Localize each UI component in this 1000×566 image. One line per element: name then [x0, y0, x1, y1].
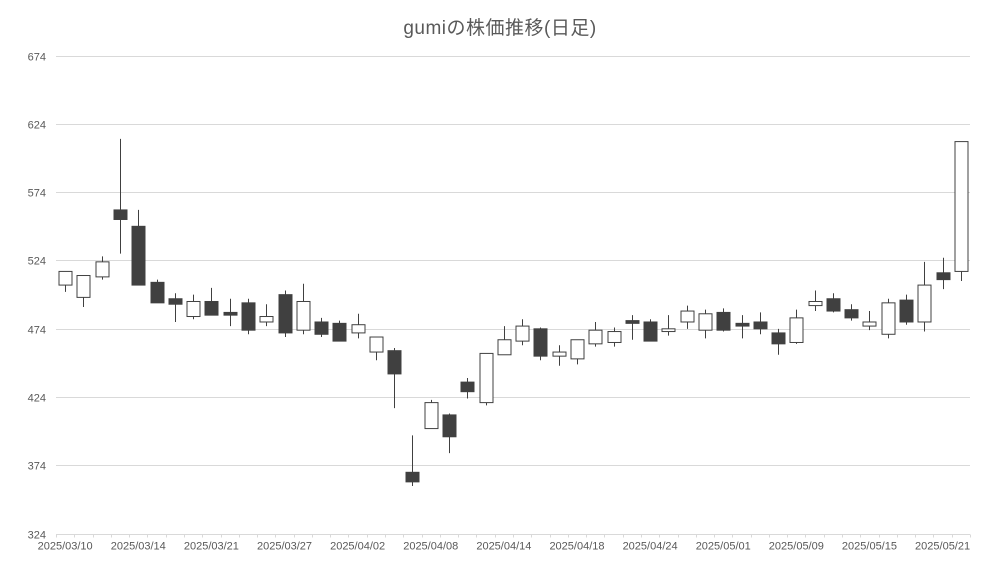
candle-body-2025/03/13 [113, 209, 128, 220]
x-axis-label: 2025/05/09 [769, 541, 824, 553]
candle-body-2025/04/23 [625, 320, 640, 324]
x-axis-label: 2025/04/02 [330, 541, 385, 553]
y-axis-label: 674 [28, 52, 46, 64]
x-axis-label: 2025/04/18 [549, 541, 604, 553]
x-axis-label: 2025/03/14 [111, 541, 166, 553]
candle-body-2025/04/24 [643, 321, 658, 342]
y-axis-label: 474 [28, 325, 46, 337]
y-axis-label: 524 [28, 256, 46, 268]
candle-body-2025/03/27 [278, 294, 293, 334]
candle-body-2025/05/16 [881, 302, 896, 335]
candle-body-2025/03/21 [204, 300, 219, 316]
candle-body-2025/03/12 [95, 261, 110, 278]
y-axis-label: 324 [28, 530, 46, 542]
x-axis-label: 2025/05/21 [915, 541, 970, 553]
candle-body-2025/03/18 [168, 298, 183, 305]
y-axis-label: 574 [28, 188, 46, 200]
y-axis-label: 624 [28, 120, 46, 132]
candle-body-2025/05/14 [844, 309, 859, 319]
candle-body-2025/04/07 [405, 471, 420, 483]
candle-body-2025/05/15 [862, 321, 877, 327]
candle-body-2025/03/28 [296, 300, 311, 331]
y-axis-label: 424 [28, 393, 46, 405]
candle-body-2025/04/18 [570, 339, 585, 360]
candle-body-2025/03/24 [223, 311, 238, 316]
y-axis-label: 374 [28, 461, 46, 473]
candle-body-2025/04/17 [552, 351, 567, 357]
candle-body-2025/03/17 [150, 281, 165, 304]
candle-body-2025/03/19 [186, 300, 201, 318]
candle-body-2025/05/12 [808, 300, 823, 307]
candle-body-2025/05/19 [899, 299, 914, 323]
candle-body-2025/04/02 [351, 324, 366, 334]
x-axis-label: 2025/05/01 [696, 541, 751, 553]
candle-body-2025/04/14 [497, 339, 512, 356]
candle-body-2025/03/11 [76, 275, 91, 298]
x-axis-label: 2025/03/27 [257, 541, 312, 553]
candle-body-2025/05/13 [826, 298, 841, 312]
candle-body-2025/05/22 [954, 141, 969, 272]
candle-body-2025/04/28 [680, 310, 695, 323]
candle-body-2025/04/30 [698, 313, 713, 331]
candle-body-2025/04/09 [442, 414, 457, 438]
candle-body-2025/04/01 [332, 322, 347, 342]
candle-body-2025/04/08 [424, 402, 439, 430]
candle-body-2025/05/01 [716, 311, 731, 331]
candle-body-2025/04/21 [588, 329, 603, 345]
candle-body-2025/03/25 [241, 302, 256, 331]
x-axis-label: 2025/03/21 [184, 541, 239, 553]
candle-body-2025/04/11 [479, 352, 494, 404]
candle-body-2025/04/10 [460, 381, 475, 393]
candle-body-2025/05/09 [789, 317, 804, 343]
candle-body-2025/04/22 [607, 331, 622, 343]
x-axis-label: 2025/05/15 [842, 541, 897, 553]
candle-body-2025/03/31 [314, 321, 329, 335]
chart-title: gumiの株価推移(日足) [403, 18, 597, 39]
candle-body-2025/03/10 [58, 270, 73, 286]
candle-body-2025/03/26 [259, 316, 274, 323]
candle-body-2025/05/07 [753, 321, 768, 330]
candle-body-2025/03/14 [131, 225, 146, 286]
candle-body-2025/05/20 [917, 284, 932, 323]
candle-body-2025/05/08 [771, 332, 786, 345]
candle-body-2025/05/02 [735, 322, 750, 327]
x-axis-label: 2025/04/14 [476, 541, 531, 553]
candle-body-2025/04/04 [387, 350, 402, 375]
candle-body-2025/05/21 [936, 272, 951, 281]
x-axis-label: 2025/03/10 [38, 541, 93, 553]
x-axis-label: 2025/04/24 [623, 541, 678, 553]
candle-body-2025/04/03 [369, 336, 384, 353]
candle-body-2025/04/15 [515, 325, 530, 342]
candle-body-2025/04/25 [661, 328, 676, 333]
x-axis-label: 2025/04/08 [403, 541, 458, 553]
candle-body-2025/04/16 [533, 328, 548, 357]
